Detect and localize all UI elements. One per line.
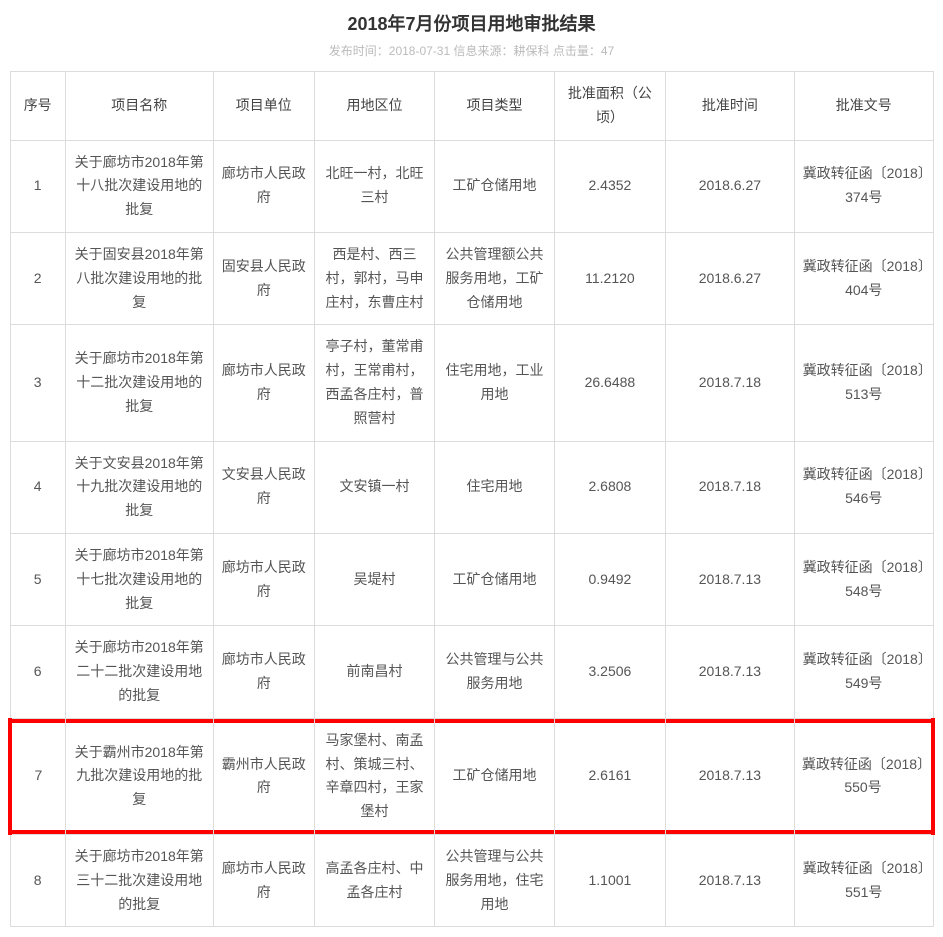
cell-type: 工矿仓储用地 <box>435 140 555 232</box>
col-doc: 批准文号 <box>795 72 934 141</box>
approval-table: 序号 项目名称 项目单位 用地区位 项目类型 批准面积（公顷） 批准时间 批准文… <box>8 71 935 927</box>
cell-unit: 霸州市人民政府 <box>213 718 315 834</box>
cell-unit: 廊坊市人民政府 <box>213 834 315 926</box>
table-header-row: 序号 项目名称 项目单位 用地区位 项目类型 批准面积（公顷） 批准时间 批准文… <box>10 72 933 141</box>
cell-doc: 冀政转征函〔2018〕404号 <box>795 232 934 324</box>
cell-area: 11.2120 <box>555 232 666 324</box>
cell-doc: 冀政转征函〔2018〕513号 <box>795 325 934 441</box>
cell-type: 住宅用地 <box>435 441 555 533</box>
cell-date: 2018.7.13 <box>665 834 794 926</box>
table-row: 7关于霸州市2018年第九批次建设用地的批复霸州市人民政府马家堡村、南孟村、策城… <box>10 718 933 834</box>
cell-name: 关于廊坊市2018年第三十二批次建设用地的批复 <box>65 834 213 926</box>
cell-unit: 廊坊市人民政府 <box>213 626 315 718</box>
table-row: 6关于廊坊市2018年第二十二批次建设用地的批复廊坊市人民政府前南昌村公共管理与… <box>10 626 933 718</box>
table-row: 2关于固安县2018年第八批次建设用地的批复固安县人民政府西是村、西三村，郭村，… <box>10 232 933 324</box>
cell-name: 关于霸州市2018年第九批次建设用地的批复 <box>65 718 213 834</box>
cell-location: 亭子村，董常甫村，王常甫村，西孟各庄村，普照营村 <box>315 325 435 441</box>
cell-area: 3.2506 <box>555 626 666 718</box>
cell-type: 公共管理与公共服务用地，住宅用地 <box>435 834 555 926</box>
cell-seq: 6 <box>10 626 65 718</box>
cell-area: 2.6161 <box>555 718 666 834</box>
publish-date: 2018-07-31 <box>389 44 450 58</box>
cell-seq: 5 <box>10 533 65 625</box>
cell-area: 1.1001 <box>555 834 666 926</box>
cell-seq: 4 <box>10 441 65 533</box>
cell-area: 0.9492 <box>555 533 666 625</box>
cell-type: 公共管理与公共服务用地 <box>435 626 555 718</box>
cell-area: 2.6808 <box>555 441 666 533</box>
hits-value: 47 <box>601 44 614 58</box>
cell-location: 西是村、西三村，郭村，马申庄村，东曹庄村 <box>315 232 435 324</box>
cell-location: 北旺一村，北旺三村 <box>315 140 435 232</box>
cell-name: 关于廊坊市2018年第十二批次建设用地的批复 <box>65 325 213 441</box>
cell-doc: 冀政转征函〔2018〕550号 <box>795 718 934 834</box>
cell-location: 马家堡村、南孟村、策城三村、辛章四村，王家堡村 <box>315 718 435 834</box>
cell-location: 文安镇一村 <box>315 441 435 533</box>
cell-name: 关于廊坊市2018年第十七批次建设用地的批复 <box>65 533 213 625</box>
col-date: 批准时间 <box>665 72 794 141</box>
cell-doc: 冀政转征函〔2018〕548号 <box>795 533 934 625</box>
cell-type: 工矿仓储用地 <box>435 718 555 834</box>
cell-unit: 廊坊市人民政府 <box>213 325 315 441</box>
col-area: 批准面积（公顷） <box>555 72 666 141</box>
cell-seq: 3 <box>10 325 65 441</box>
table-row: 3关于廊坊市2018年第十二批次建设用地的批复廊坊市人民政府亭子村，董常甫村，王… <box>10 325 933 441</box>
cell-seq: 1 <box>10 140 65 232</box>
cell-type: 公共管理额公共服务用地，工矿仓储用地 <box>435 232 555 324</box>
cell-area: 2.4352 <box>555 140 666 232</box>
cell-name: 关于固安县2018年第八批次建设用地的批复 <box>65 232 213 324</box>
col-seq: 序号 <box>10 72 65 141</box>
page-meta: 发布时间：2018-07-31 信息来源：耕保科 点击量：47 <box>8 42 935 59</box>
hits-label: 点击量： <box>553 44 601 58</box>
cell-name: 关于廊坊市2018年第十八批次建设用地的批复 <box>65 140 213 232</box>
cell-unit: 固安县人民政府 <box>213 232 315 324</box>
cell-area: 26.6488 <box>555 325 666 441</box>
cell-doc: 冀政转征函〔2018〕551号 <box>795 834 934 926</box>
col-type: 项目类型 <box>435 72 555 141</box>
cell-name: 关于廊坊市2018年第二十二批次建设用地的批复 <box>65 626 213 718</box>
cell-doc: 冀政转征函〔2018〕546号 <box>795 441 934 533</box>
cell-location: 吴堤村 <box>315 533 435 625</box>
publish-label: 发布时间： <box>329 44 389 58</box>
cell-unit: 廊坊市人民政府 <box>213 533 315 625</box>
cell-location: 高孟各庄村、中孟各庄村 <box>315 834 435 926</box>
table-row: 1关于廊坊市2018年第十八批次建设用地的批复廊坊市人民政府北旺一村，北旺三村工… <box>10 140 933 232</box>
cell-date: 2018.7.13 <box>665 533 794 625</box>
cell-type: 住宅用地，工业用地 <box>435 325 555 441</box>
source-label: 信息来源： <box>454 44 514 58</box>
cell-date: 2018.7.18 <box>665 441 794 533</box>
cell-date: 2018.7.13 <box>665 718 794 834</box>
cell-unit: 廊坊市人民政府 <box>213 140 315 232</box>
cell-seq: 7 <box>10 718 65 834</box>
table-row: 4关于文安县2018年第十九批次建设用地的批复文安县人民政府文安镇一村住宅用地2… <box>10 441 933 533</box>
page-title: 2018年7月份项目用地审批结果 <box>8 10 935 36</box>
col-loc: 用地区位 <box>315 72 435 141</box>
cell-date: 2018.6.27 <box>665 140 794 232</box>
col-name: 项目名称 <box>65 72 213 141</box>
cell-unit: 文安县人民政府 <box>213 441 315 533</box>
cell-location: 前南昌村 <box>315 626 435 718</box>
cell-seq: 2 <box>10 232 65 324</box>
cell-type: 工矿仓储用地 <box>435 533 555 625</box>
cell-doc: 冀政转征函〔2018〕549号 <box>795 626 934 718</box>
cell-date: 2018.6.27 <box>665 232 794 324</box>
source-value: 耕保科 <box>514 44 550 58</box>
cell-date: 2018.7.18 <box>665 325 794 441</box>
table-row: 8关于廊坊市2018年第三十二批次建设用地的批复廊坊市人民政府高孟各庄村、中孟各… <box>10 834 933 926</box>
cell-seq: 8 <box>10 834 65 926</box>
table-row: 5关于廊坊市2018年第十七批次建设用地的批复廊坊市人民政府吴堤村工矿仓储用地0… <box>10 533 933 625</box>
cell-doc: 冀政转征函〔2018〕374号 <box>795 140 934 232</box>
cell-date: 2018.7.13 <box>665 626 794 718</box>
col-unit: 项目单位 <box>213 72 315 141</box>
cell-name: 关于文安县2018年第十九批次建设用地的批复 <box>65 441 213 533</box>
